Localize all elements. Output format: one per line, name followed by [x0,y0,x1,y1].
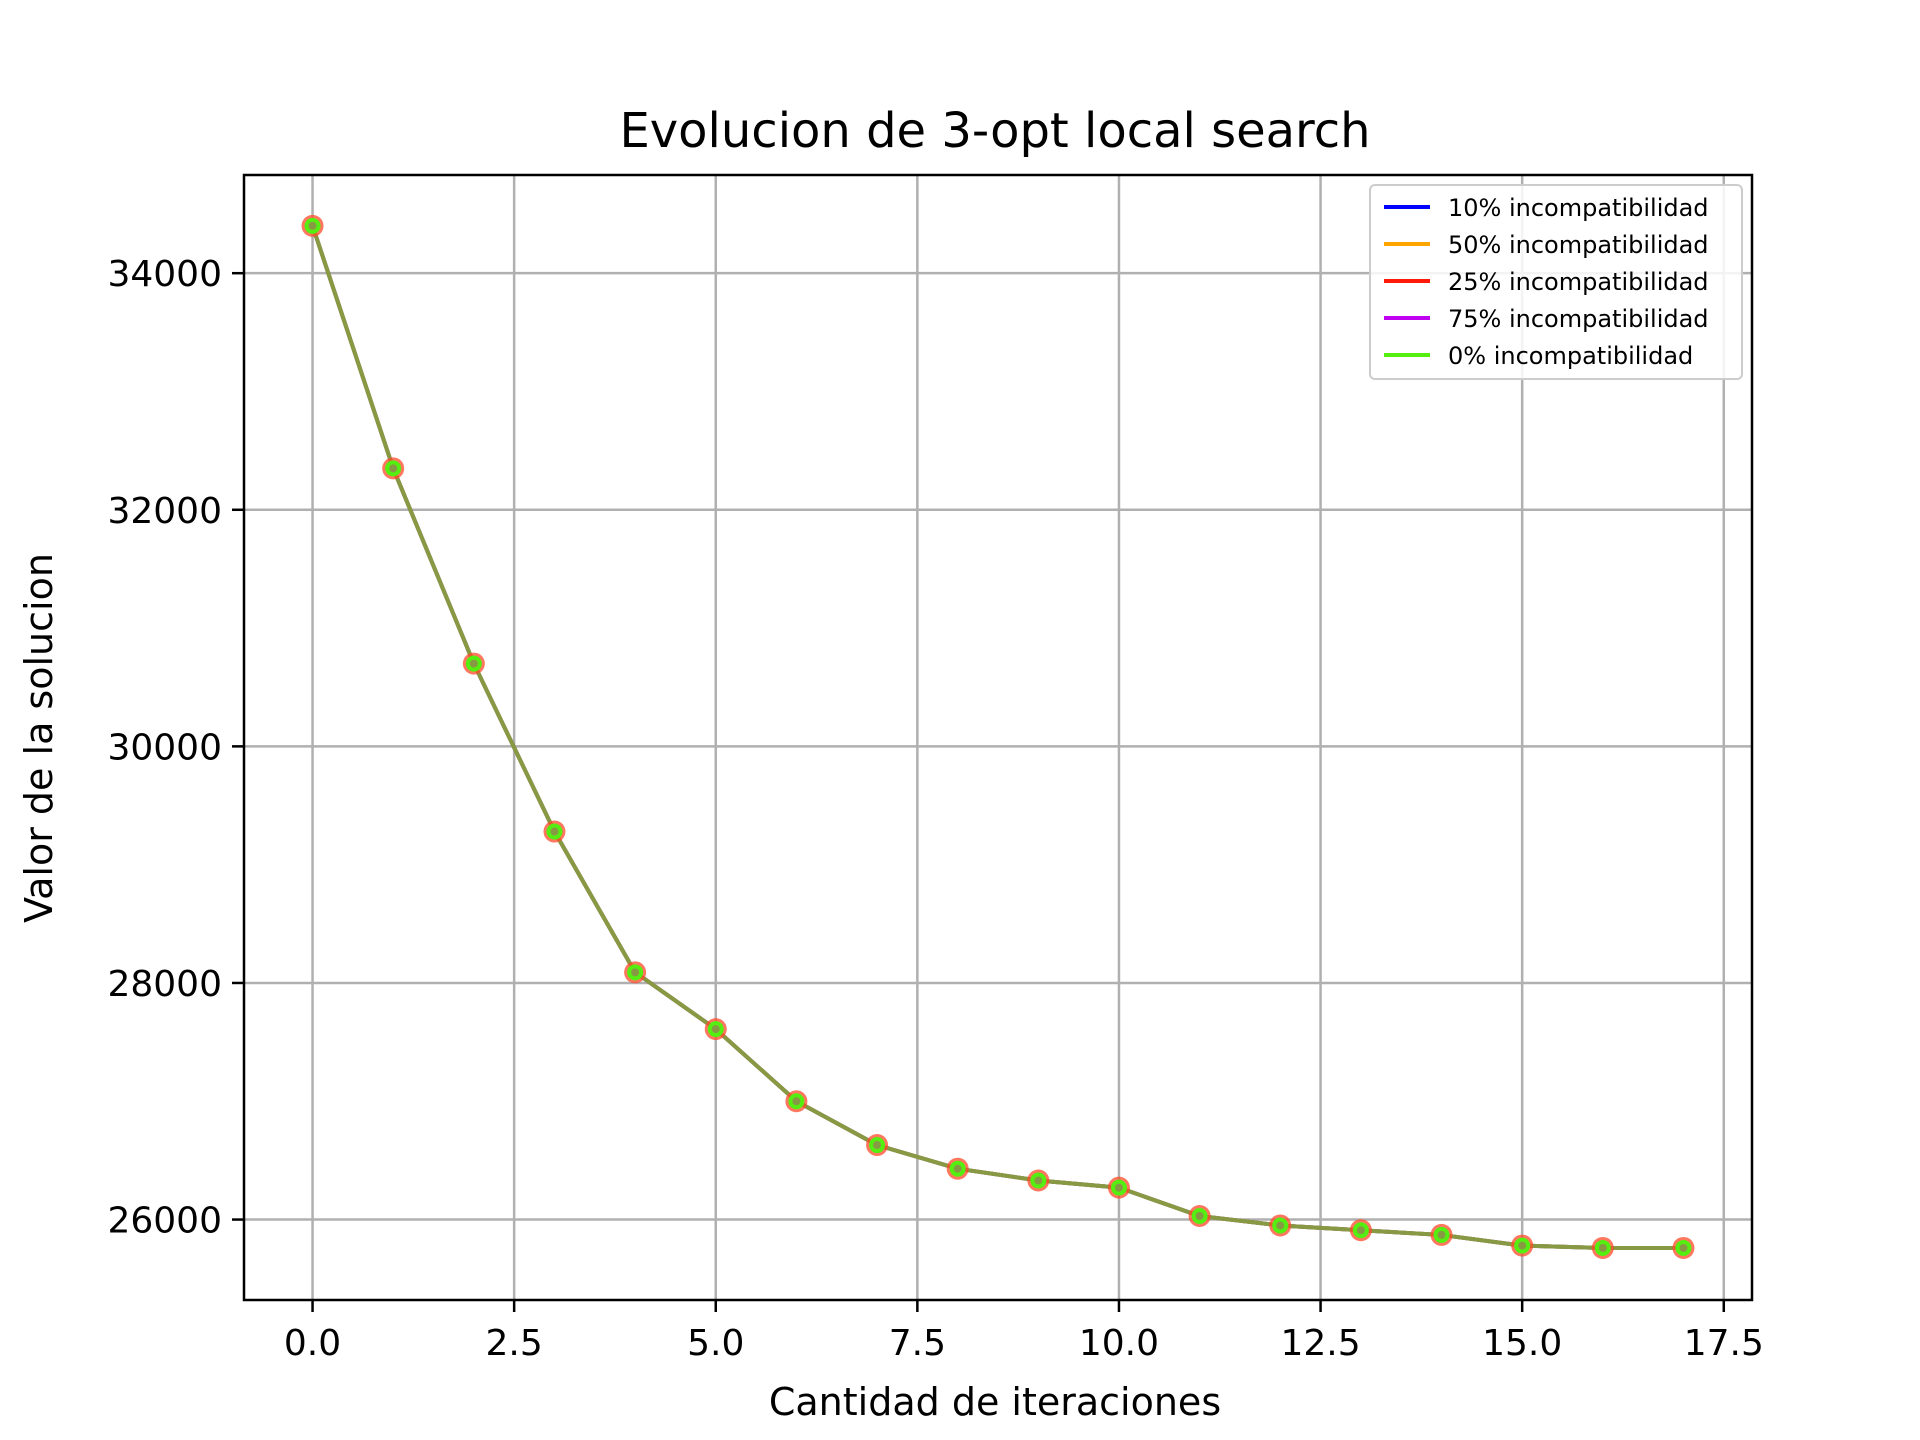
x-tick-label: 5.0 [687,1323,744,1364]
legend-label: 50% incompatibilidad [1448,231,1709,259]
x-tick-label: 2.5 [486,1323,543,1364]
legend-label: 75% incompatibilidad [1448,305,1709,333]
data-point-core [1518,1241,1527,1250]
x-tick-label: 10.0 [1079,1323,1159,1364]
y-tick-label: 34000 [107,254,222,295]
data-point-core [1598,1243,1607,1252]
x-axis-label: Cantidad de iteraciones [769,1380,1221,1424]
chart-title: Evolucion de 3-opt local search [619,103,1370,159]
plot-frame [242,173,1754,1302]
data-point-core [1356,1226,1365,1235]
data-point-core [550,827,559,836]
data-point-core [1276,1221,1285,1230]
series-line-composite [310,225,1684,1250]
data-point-core [389,464,398,473]
x-tick-label: 12.5 [1280,1323,1360,1364]
data-point-core [1679,1243,1688,1252]
data-point-core [1114,1183,1123,1192]
data-point-core [711,1025,720,1034]
data-point-core [308,221,317,230]
legend-label: 25% incompatibilidad [1448,268,1709,296]
legend-label: 0% incompatibilidad [1448,342,1693,370]
y-tick-label: 30000 [107,727,222,768]
legend: 10% incompatibilidad 50% incompatibilidad… [1369,184,1743,380]
legend-box [1369,184,1743,380]
data-point-core [953,1164,962,1173]
series-lines [301,214,1695,1259]
y-tick-label: 32000 [107,491,222,532]
data-point-core [469,659,478,668]
axis-ticks: 0.0 2.5 5.0 7.5 10.0 12.5 15.0 17.5 26000 28000 30… [107,254,1763,1364]
x-tick-label: 17.5 [1684,1323,1764,1364]
x-tick-label: 7.5 [889,1323,946,1364]
data-point-core [873,1141,882,1150]
x-tick-label: 0.0 [284,1323,341,1364]
data-point-core [1195,1212,1204,1221]
data-point-core [1437,1230,1446,1239]
x-tick-label: 15.0 [1482,1323,1562,1364]
y-tick-label: 26000 [107,1201,222,1242]
legend-label: 10% incompatibilidad [1448,194,1709,222]
y-tick-label: 28000 [107,964,222,1005]
y-axis-label: Valor de la solucion [17,553,61,923]
data-point-core [631,968,640,977]
data-point-core [792,1097,801,1106]
data-point-core [1034,1176,1043,1185]
